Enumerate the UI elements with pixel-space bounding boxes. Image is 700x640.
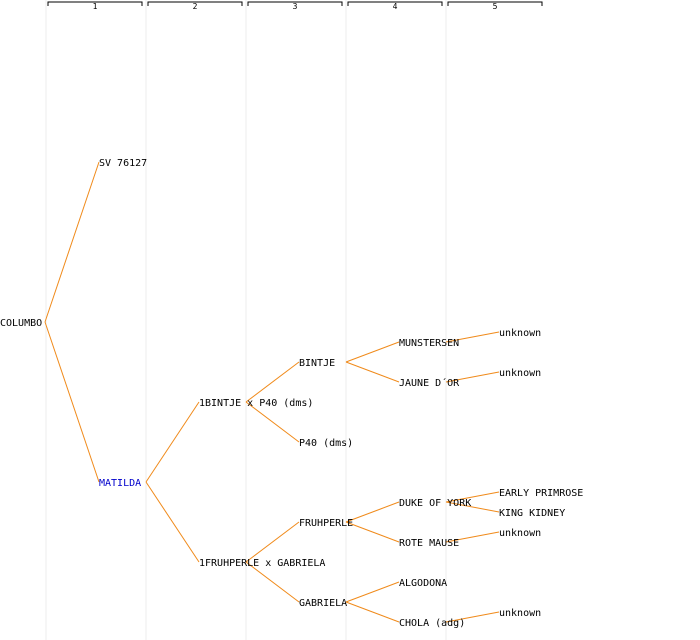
edge-rote_mause-unk3 <box>445 531 500 543</box>
node-p40[interactable]: P40 (dms) <box>299 438 353 449</box>
node-labels: COLUMBO SV 76127 MATILDA 1BINTJE x P40 (dms… <box>0 158 583 629</box>
node-unk4[interactable]: unknown <box>499 608 541 619</box>
node-duke_of_york[interactable]: DUKE OF YORK <box>399 498 471 509</box>
node-munstersen[interactable]: MUNSTERSEN <box>399 338 459 349</box>
generation-label: 1 <box>93 2 98 11</box>
edge-chola-unk4 <box>445 611 500 623</box>
edge-duke_of_york-early_primrose <box>445 491 500 503</box>
generation-bracket <box>447 1 543 6</box>
edge-duke_of_york-king_kidney <box>445 501 500 513</box>
edge-bintje-munstersen <box>345 341 400 363</box>
edge-fruhperle_gab-fruhperle <box>245 521 300 563</box>
column-guides: 1 2 3 4 5 <box>45 0 543 640</box>
edge-fruhperle-rote_mause <box>345 521 400 543</box>
edge-columbo-sv76127 <box>44 161 100 323</box>
edge-fruhperle-duke_of_york <box>345 501 400 523</box>
node-king_kidney[interactable]: KING KIDNEY <box>499 508 565 519</box>
edge-matilda-fruhperle_gab <box>145 481 200 563</box>
generation-bracket <box>147 1 243 6</box>
node-chola[interactable]: CHOLA (adg) <box>399 618 465 629</box>
node-sv76127[interactable]: SV 76127 <box>99 158 147 169</box>
edge-columbo-matilda <box>44 321 100 483</box>
edges <box>44 161 500 623</box>
generation-label: 5 <box>493 2 498 11</box>
generation-label: 4 <box>393 2 398 11</box>
node-jaune_dor[interactable]: JAUNE D´OR <box>399 377 460 389</box>
node-bintje_p40[interactable]: 1BINTJE x P40 (dms) <box>199 398 313 409</box>
node-gabriela[interactable]: GABRIELA <box>299 598 347 609</box>
edge-gabriela-algodona <box>345 581 400 603</box>
node-bintje[interactable]: BINTJE <box>299 358 335 369</box>
node-algodona[interactable]: ALGODONA <box>399 578 447 589</box>
generation-bracket <box>47 1 143 6</box>
edge-munstersen-unk1 <box>445 331 500 343</box>
generation-label: 2 <box>193 2 198 11</box>
node-unk3[interactable]: unknown <box>499 528 541 539</box>
generation-bracket <box>347 1 443 6</box>
node-unk1[interactable]: unknown <box>499 328 541 339</box>
node-columbo[interactable]: COLUMBO <box>0 318 42 329</box>
generation-label: 3 <box>293 2 298 11</box>
node-fruhperle[interactable]: FRUHPERLE <box>299 518 353 529</box>
edge-fruhperle_gab-gabriela <box>245 561 300 603</box>
node-rote_mause[interactable]: ROTE MAUSE <box>399 538 459 549</box>
node-unk2[interactable]: unknown <box>499 368 541 379</box>
edge-bintje_p40-p40 <box>245 401 300 443</box>
node-matilda[interactable]: MATILDA <box>99 478 141 489</box>
edge-gabriela-chola <box>345 601 400 623</box>
edge-matilda-bintje_p40 <box>145 401 200 483</box>
edge-jaune_dor-unk2 <box>445 371 500 383</box>
edge-bintje-jaune_dor <box>345 361 400 383</box>
generation-bracket <box>247 1 343 6</box>
node-early_primrose[interactable]: EARLY PRIMROSE <box>499 488 583 499</box>
node-fruhperle_gab[interactable]: 1FRUHPERLE x GABRIELA <box>199 558 325 569</box>
edge-bintje_p40-bintje <box>245 361 300 403</box>
